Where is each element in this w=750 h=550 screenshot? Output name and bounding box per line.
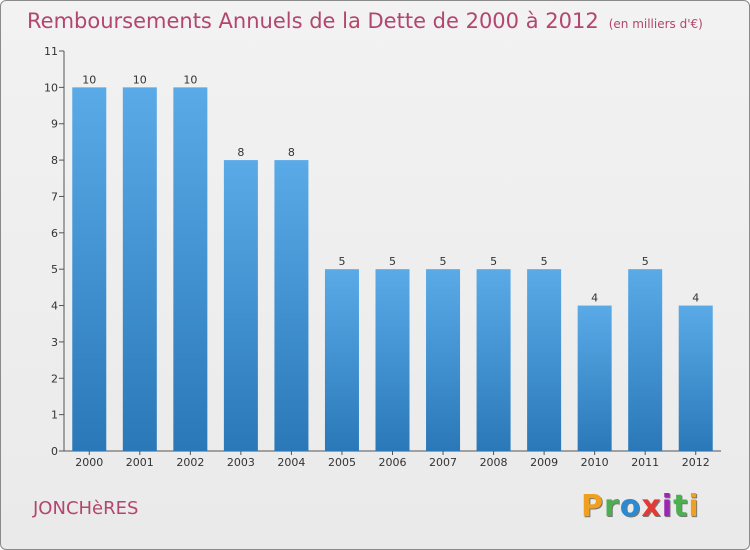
bar-value-label: 8 bbox=[237, 146, 244, 159]
bar bbox=[678, 305, 713, 451]
bar bbox=[375, 269, 410, 451]
bar-value-label: 4 bbox=[692, 292, 699, 305]
bar-value-label: 5 bbox=[338, 255, 345, 268]
y-tick-label: 3 bbox=[51, 336, 58, 349]
x-tick-label: 2010 bbox=[581, 456, 609, 469]
bar-value-label: 4 bbox=[591, 292, 598, 305]
x-tick-label: 2004 bbox=[277, 456, 305, 469]
x-tick-label: 2005 bbox=[328, 456, 356, 469]
x-tick-label: 2003 bbox=[227, 456, 255, 469]
logo-letter: o bbox=[619, 489, 642, 524]
y-tick-label: 11 bbox=[44, 45, 58, 58]
y-tick-label: 10 bbox=[44, 81, 58, 94]
bar-value-label: 5 bbox=[389, 255, 396, 268]
x-tick-label: 2011 bbox=[631, 456, 659, 469]
bar-value-label: 10 bbox=[82, 73, 96, 86]
bar bbox=[274, 160, 309, 451]
bar bbox=[72, 87, 107, 451]
bar-value-label: 5 bbox=[440, 255, 447, 268]
y-tick-label: 4 bbox=[51, 300, 58, 313]
bar bbox=[173, 87, 208, 451]
logo-letter: r bbox=[604, 489, 620, 524]
chart-unit: (en milliers d'€) bbox=[608, 17, 703, 31]
bar-value-label: 5 bbox=[490, 255, 497, 268]
bar-value-label: 8 bbox=[288, 146, 295, 159]
y-tick-label: 5 bbox=[51, 263, 58, 276]
proxiti-logo[interactable]: Proxiti bbox=[581, 489, 700, 524]
logo-letter: i bbox=[688, 489, 700, 524]
y-tick-label: 7 bbox=[51, 190, 58, 203]
logo-letter: P bbox=[581, 489, 604, 524]
chart-title: Remboursements Annuels de la Dette de 20… bbox=[27, 9, 703, 33]
bar bbox=[426, 269, 461, 451]
commune-name: JONCHèRES bbox=[33, 498, 139, 519]
bar-value-label: 5 bbox=[541, 255, 548, 268]
y-tick-label: 8 bbox=[51, 154, 58, 167]
logo-letter: t bbox=[673, 489, 689, 524]
chart-title-text: Remboursements Annuels de la Dette de 20… bbox=[27, 9, 599, 33]
bar bbox=[527, 269, 562, 451]
x-tick-label: 2008 bbox=[480, 456, 508, 469]
y-tick-label: 2 bbox=[51, 372, 58, 385]
bar bbox=[324, 269, 359, 451]
bar bbox=[122, 87, 157, 451]
bar bbox=[476, 269, 511, 451]
x-tick-label: 2000 bbox=[75, 456, 103, 469]
bar-value-label: 5 bbox=[642, 255, 649, 268]
bar-value-label: 10 bbox=[133, 73, 147, 86]
x-tick-label: 2009 bbox=[530, 456, 558, 469]
x-tick-label: 2002 bbox=[176, 456, 204, 469]
x-tick-label: 2006 bbox=[379, 456, 407, 469]
y-tick-label: 6 bbox=[51, 227, 58, 240]
y-tick-label: 0 bbox=[51, 445, 58, 458]
bar-value-label: 10 bbox=[183, 73, 197, 86]
logo-letter: x bbox=[641, 489, 662, 524]
bar bbox=[577, 305, 612, 451]
bar bbox=[628, 269, 663, 451]
logo-letter: i bbox=[661, 489, 674, 524]
y-tick-label: 9 bbox=[51, 118, 58, 131]
x-tick-label: 2001 bbox=[126, 456, 154, 469]
y-tick-label: 1 bbox=[51, 409, 58, 422]
x-tick-label: 2012 bbox=[682, 456, 710, 469]
x-tick-label: 2007 bbox=[429, 456, 457, 469]
bar bbox=[223, 160, 258, 451]
